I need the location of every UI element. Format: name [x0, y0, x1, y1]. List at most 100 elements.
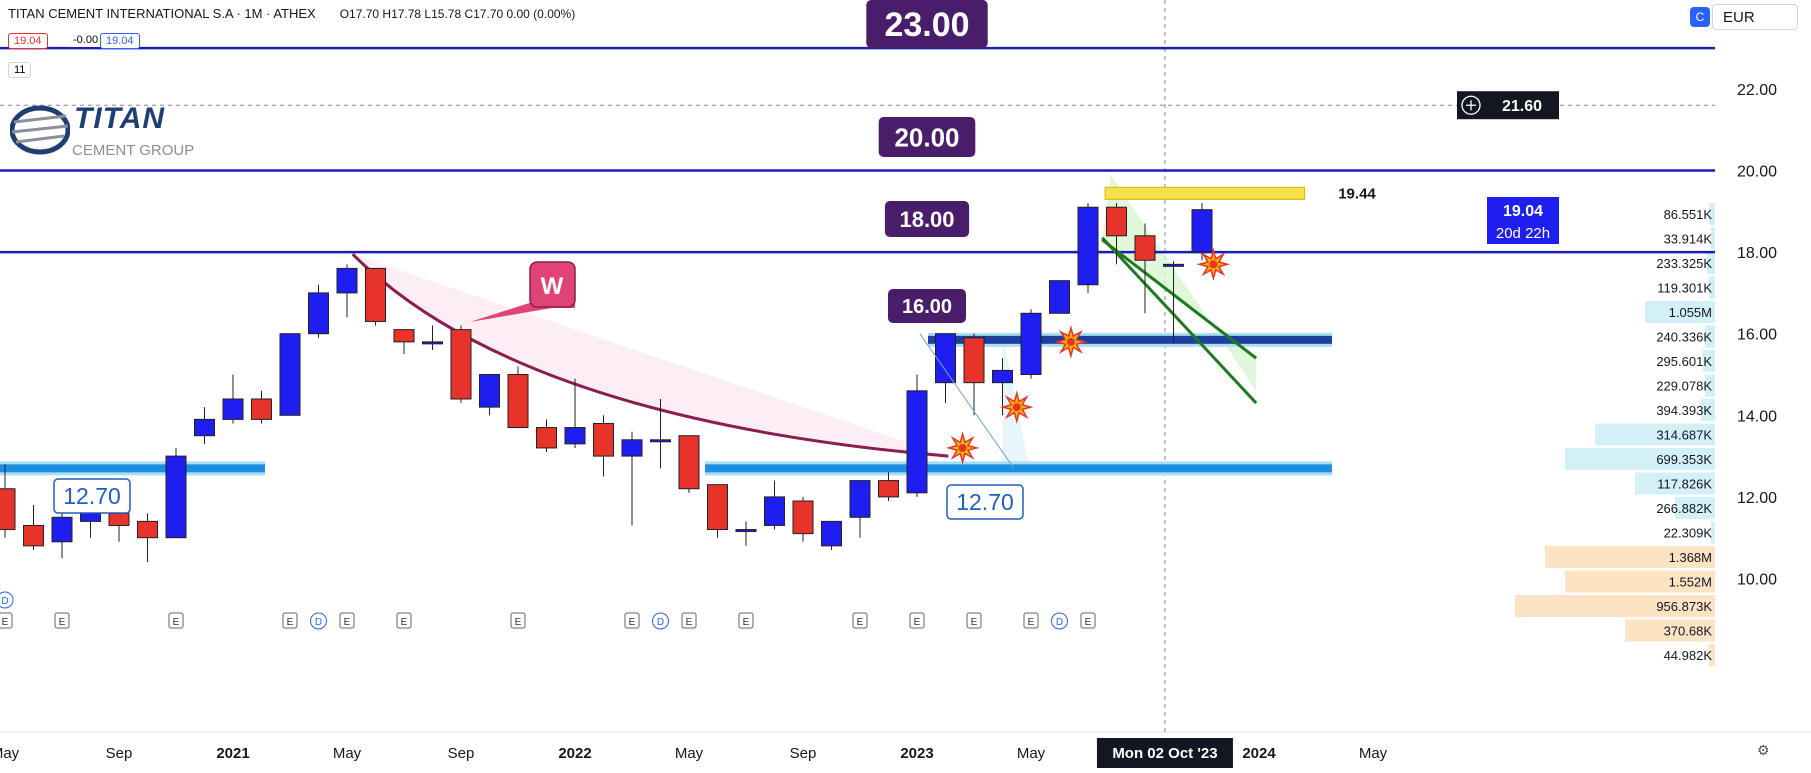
earnings-marker[interactable]: E: [339, 612, 355, 629]
candle[interactable]: [222, 374, 244, 424]
candle[interactable]: [878, 472, 899, 501]
level-23-label[interactable]: 23.00: [866, 0, 988, 48]
candle[interactable]: [1134, 223, 1156, 314]
level-20-label[interactable]: 20.00: [878, 117, 976, 157]
candle[interactable]: [51, 513, 73, 559]
dividend-marker[interactable]: D: [652, 612, 669, 630]
support-zone-left[interactable]: [0, 461, 265, 476]
level-18-label[interactable]: 18.00: [884, 201, 970, 237]
candle[interactable]: [564, 378, 586, 448]
earnings-marker[interactable]: E: [168, 612, 184, 629]
candle[interactable]: [1163, 261, 1184, 343]
candle[interactable]: [365, 267, 386, 326]
candle[interactable]: [849, 480, 871, 538]
add-alert-icon[interactable]: [1461, 95, 1481, 115]
dividend-marker[interactable]: D: [1051, 612, 1068, 630]
candle[interactable]: [308, 284, 329, 338]
candle[interactable]: [792, 496, 814, 542]
candle[interactable]: [1191, 203, 1213, 261]
candle[interactable]: [764, 480, 785, 530]
x-tick-label: May: [333, 745, 362, 762]
earnings-marker[interactable]: E: [396, 612, 412, 629]
candle[interactable]: [450, 325, 472, 404]
volume-profile-label: 314.687K: [1656, 428, 1712, 443]
callout-12-70-right[interactable]: 12.70: [946, 484, 1024, 520]
explosion-icon: [945, 431, 980, 465]
candle[interactable]: [336, 264, 358, 318]
currency-toggle-icon[interactable]: C: [1690, 7, 1710, 27]
explosion-icon: [999, 390, 1034, 424]
symbol-title[interactable]: TITAN CEMENT INTERNATIONAL S.A · 1M · AT…: [8, 6, 316, 21]
earnings-marker[interactable]: E: [282, 612, 298, 629]
earnings-marker[interactable]: E: [738, 612, 754, 629]
candle[interactable]: [1106, 203, 1127, 265]
candle[interactable]: [422, 325, 443, 351]
svg-text:E: E: [686, 617, 693, 628]
candle[interactable]: [992, 358, 1013, 416]
candle[interactable]: [393, 329, 415, 355]
svg-text:E: E: [1028, 617, 1035, 628]
earnings-marker[interactable]: E: [624, 612, 640, 629]
earnings-marker[interactable]: E: [1080, 612, 1096, 629]
target-zone[interactable]: [1104, 186, 1306, 200]
support-zone-right[interactable]: [705, 461, 1332, 476]
dividend-marker[interactable]: D: [0, 591, 14, 609]
earnings-marker[interactable]: E: [0, 612, 13, 629]
resistance-zone[interactable]: [928, 332, 1332, 347]
candle[interactable]: [536, 419, 557, 453]
earnings-marker[interactable]: E: [1023, 612, 1039, 629]
candle[interactable]: [165, 447, 187, 539]
candle[interactable]: [1049, 280, 1070, 314]
svg-text:D: D: [315, 617, 322, 628]
price-axis[interactable]: [1715, 0, 1811, 773]
candle[interactable]: [735, 521, 757, 546]
earnings-marker[interactable]: E: [681, 612, 697, 629]
candle[interactable]: [23, 505, 44, 550]
candle[interactable]: [821, 520, 842, 550]
callout-12-70-left[interactable]: 12.70: [53, 478, 131, 514]
candle[interactable]: [279, 333, 301, 416]
candle[interactable]: [621, 431, 643, 526]
candle[interactable]: [1077, 203, 1099, 293]
svg-text:D: D: [1056, 617, 1063, 628]
trend-segment: [919, 333, 1015, 469]
earnings-marker[interactable]: E: [966, 612, 982, 629]
earnings-marker[interactable]: E: [909, 612, 925, 629]
candle[interactable]: [963, 333, 985, 416]
earnings-marker[interactable]: E: [852, 612, 868, 629]
indicator-count[interactable]: 11: [8, 62, 32, 78]
target-label: 19.44: [1338, 185, 1376, 202]
candle[interactable]: [593, 415, 614, 477]
candle[interactable]: [479, 374, 500, 416]
settings-gear-icon[interactable]: ⚙: [1757, 742, 1770, 758]
candle[interactable]: [0, 464, 16, 538]
candle[interactable]: [1020, 309, 1042, 379]
earnings-marker[interactable]: E: [510, 612, 526, 629]
candle[interactable]: [935, 333, 956, 404]
x-tick-label: May: [675, 745, 704, 762]
candle[interactable]: [707, 484, 728, 538]
channel-lower-line[interactable]: [1101, 236, 1258, 405]
crosshair-price-box: 21.60: [1457, 91, 1559, 120]
channel-upper-line[interactable]: [1101, 238, 1258, 360]
volume-profile-row: 370.68K: [1625, 619, 1715, 642]
callout-16-label[interactable]: 16.00: [888, 289, 966, 323]
candle[interactable]: [251, 390, 272, 424]
currency-select[interactable]: EUR: [1712, 4, 1798, 30]
ask-price[interactable]: 19.04: [100, 33, 140, 49]
candle[interactable]: [507, 366, 529, 429]
volume-profile-row: 240.336K: [1656, 325, 1715, 348]
last-price-box[interactable]: 19.04 20d 22h: [1487, 197, 1559, 244]
pattern-badge[interactable]: W: [470, 261, 576, 322]
svg-text:E: E: [629, 617, 636, 628]
volume-profile-label: 44.982K: [1664, 648, 1713, 663]
earnings-marker[interactable]: E: [54, 612, 70, 629]
candle[interactable]: [906, 374, 928, 497]
candle[interactable]: [137, 513, 158, 563]
dividend-marker[interactable]: D: [310, 612, 327, 630]
candle[interactable]: [194, 407, 215, 444]
bid-price[interactable]: 19.04: [8, 33, 48, 49]
candle[interactable]: [678, 435, 700, 493]
candle[interactable]: [650, 398, 671, 469]
